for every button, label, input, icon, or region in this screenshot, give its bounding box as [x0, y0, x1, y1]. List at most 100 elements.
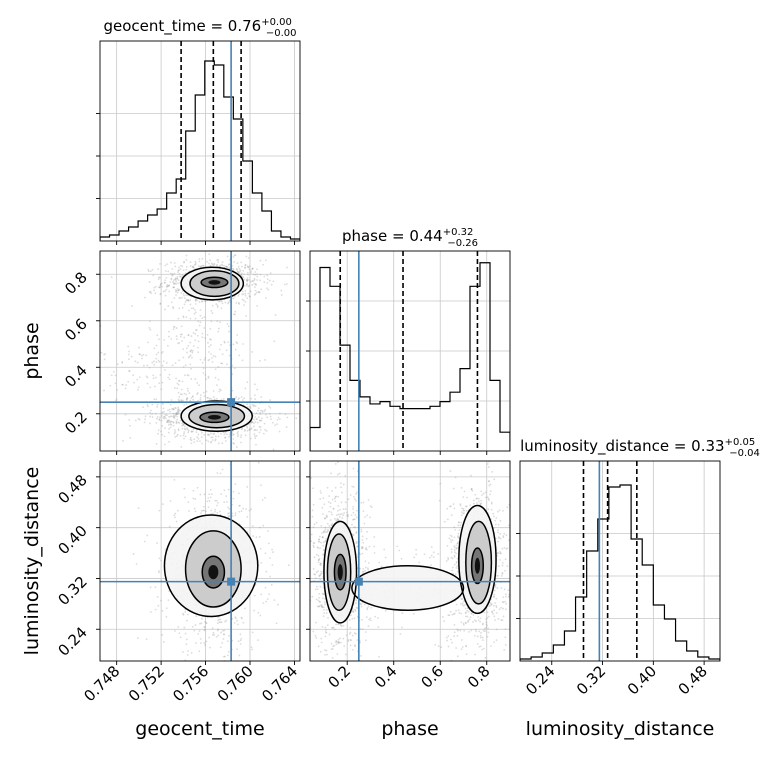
sample-point	[254, 398, 256, 400]
sample-point	[192, 265, 194, 267]
sample-point	[343, 512, 345, 514]
sample-point	[262, 525, 264, 527]
sample-point	[168, 441, 170, 443]
sample-point	[383, 549, 385, 551]
sample-point	[508, 596, 510, 598]
sample-point	[321, 642, 323, 644]
sample-point	[238, 655, 240, 657]
sample-point	[468, 611, 470, 613]
sample-point	[493, 605, 495, 607]
sample-point	[242, 270, 244, 272]
sample-point	[232, 343, 234, 345]
sample-point	[330, 511, 332, 513]
sample-point	[160, 431, 162, 433]
sample-point	[235, 396, 237, 398]
sample-point	[138, 386, 140, 388]
sample-point	[320, 679, 322, 681]
sample-point	[255, 274, 257, 276]
sample-point	[504, 570, 506, 572]
sample-point	[125, 384, 127, 386]
sample-point	[365, 639, 367, 641]
sample-point	[241, 510, 243, 512]
sample-point	[355, 542, 357, 544]
sample-point	[322, 497, 324, 499]
sample-point	[183, 269, 185, 271]
sample-point	[232, 434, 234, 436]
sample-point	[264, 423, 266, 425]
sample-point	[193, 630, 195, 632]
sample-point	[494, 602, 496, 604]
sample-point	[156, 354, 158, 356]
sample-point	[199, 630, 201, 632]
sample-point	[493, 478, 495, 480]
sample-point	[178, 267, 180, 269]
sample-point	[489, 493, 491, 495]
sample-point	[456, 565, 458, 567]
sample-point	[174, 265, 176, 267]
sample-point	[483, 493, 485, 495]
sample-point	[487, 636, 489, 638]
sample-point	[179, 632, 181, 634]
sample-point	[334, 699, 336, 701]
sample-point	[240, 269, 242, 271]
sample-point	[308, 554, 310, 556]
sample-point	[233, 261, 235, 263]
sample-point	[193, 345, 195, 347]
sample-point	[223, 630, 225, 632]
sample-point	[217, 635, 219, 637]
sample-point	[246, 297, 248, 299]
sample-point	[255, 405, 257, 407]
sample-point	[210, 310, 212, 312]
sample-point	[252, 631, 254, 633]
sample-point	[184, 426, 186, 428]
sample-point	[370, 505, 372, 507]
sample-point	[138, 347, 140, 349]
sample-point	[354, 632, 356, 634]
sample-point	[173, 514, 175, 516]
sample-point	[258, 416, 260, 418]
sample-point	[478, 630, 480, 632]
sample-point	[265, 587, 267, 589]
density-core	[208, 565, 218, 579]
sample-point	[183, 435, 185, 437]
sample-point	[176, 416, 178, 418]
sample-point	[245, 315, 247, 317]
sample-point	[116, 398, 118, 400]
sample-point	[484, 630, 486, 632]
sample-point	[346, 511, 348, 513]
sample-point	[247, 274, 249, 276]
sample-point	[242, 622, 244, 624]
sample-point	[264, 497, 266, 499]
sample-point	[153, 347, 155, 349]
sample-point	[349, 665, 351, 667]
sample-point	[178, 392, 180, 394]
sample-point	[189, 299, 191, 301]
sample-point	[362, 568, 364, 570]
sample-point	[144, 297, 146, 299]
sample-point	[366, 538, 368, 540]
sample-point	[271, 284, 273, 286]
sample-point	[215, 438, 217, 440]
sample-point	[385, 557, 387, 559]
title-upper: +0.05	[725, 437, 756, 448]
sample-point	[365, 567, 367, 569]
sample-point	[272, 280, 274, 282]
sample-point	[149, 291, 151, 293]
sample-point	[227, 323, 229, 325]
sample-point	[204, 644, 206, 646]
sample-point	[113, 371, 115, 373]
sample-point	[485, 497, 487, 499]
sample-point	[172, 306, 174, 308]
sample-point	[227, 654, 229, 656]
sample-point	[222, 457, 224, 459]
sample-point	[257, 422, 259, 424]
sample-point	[191, 357, 193, 359]
sample-point	[268, 543, 270, 545]
sample-point	[150, 292, 152, 294]
sample-point	[503, 547, 505, 549]
sample-point	[195, 318, 197, 320]
sample-point	[453, 526, 455, 528]
sample-point	[183, 261, 185, 263]
sample-point	[218, 300, 220, 302]
sample-point	[318, 555, 320, 557]
